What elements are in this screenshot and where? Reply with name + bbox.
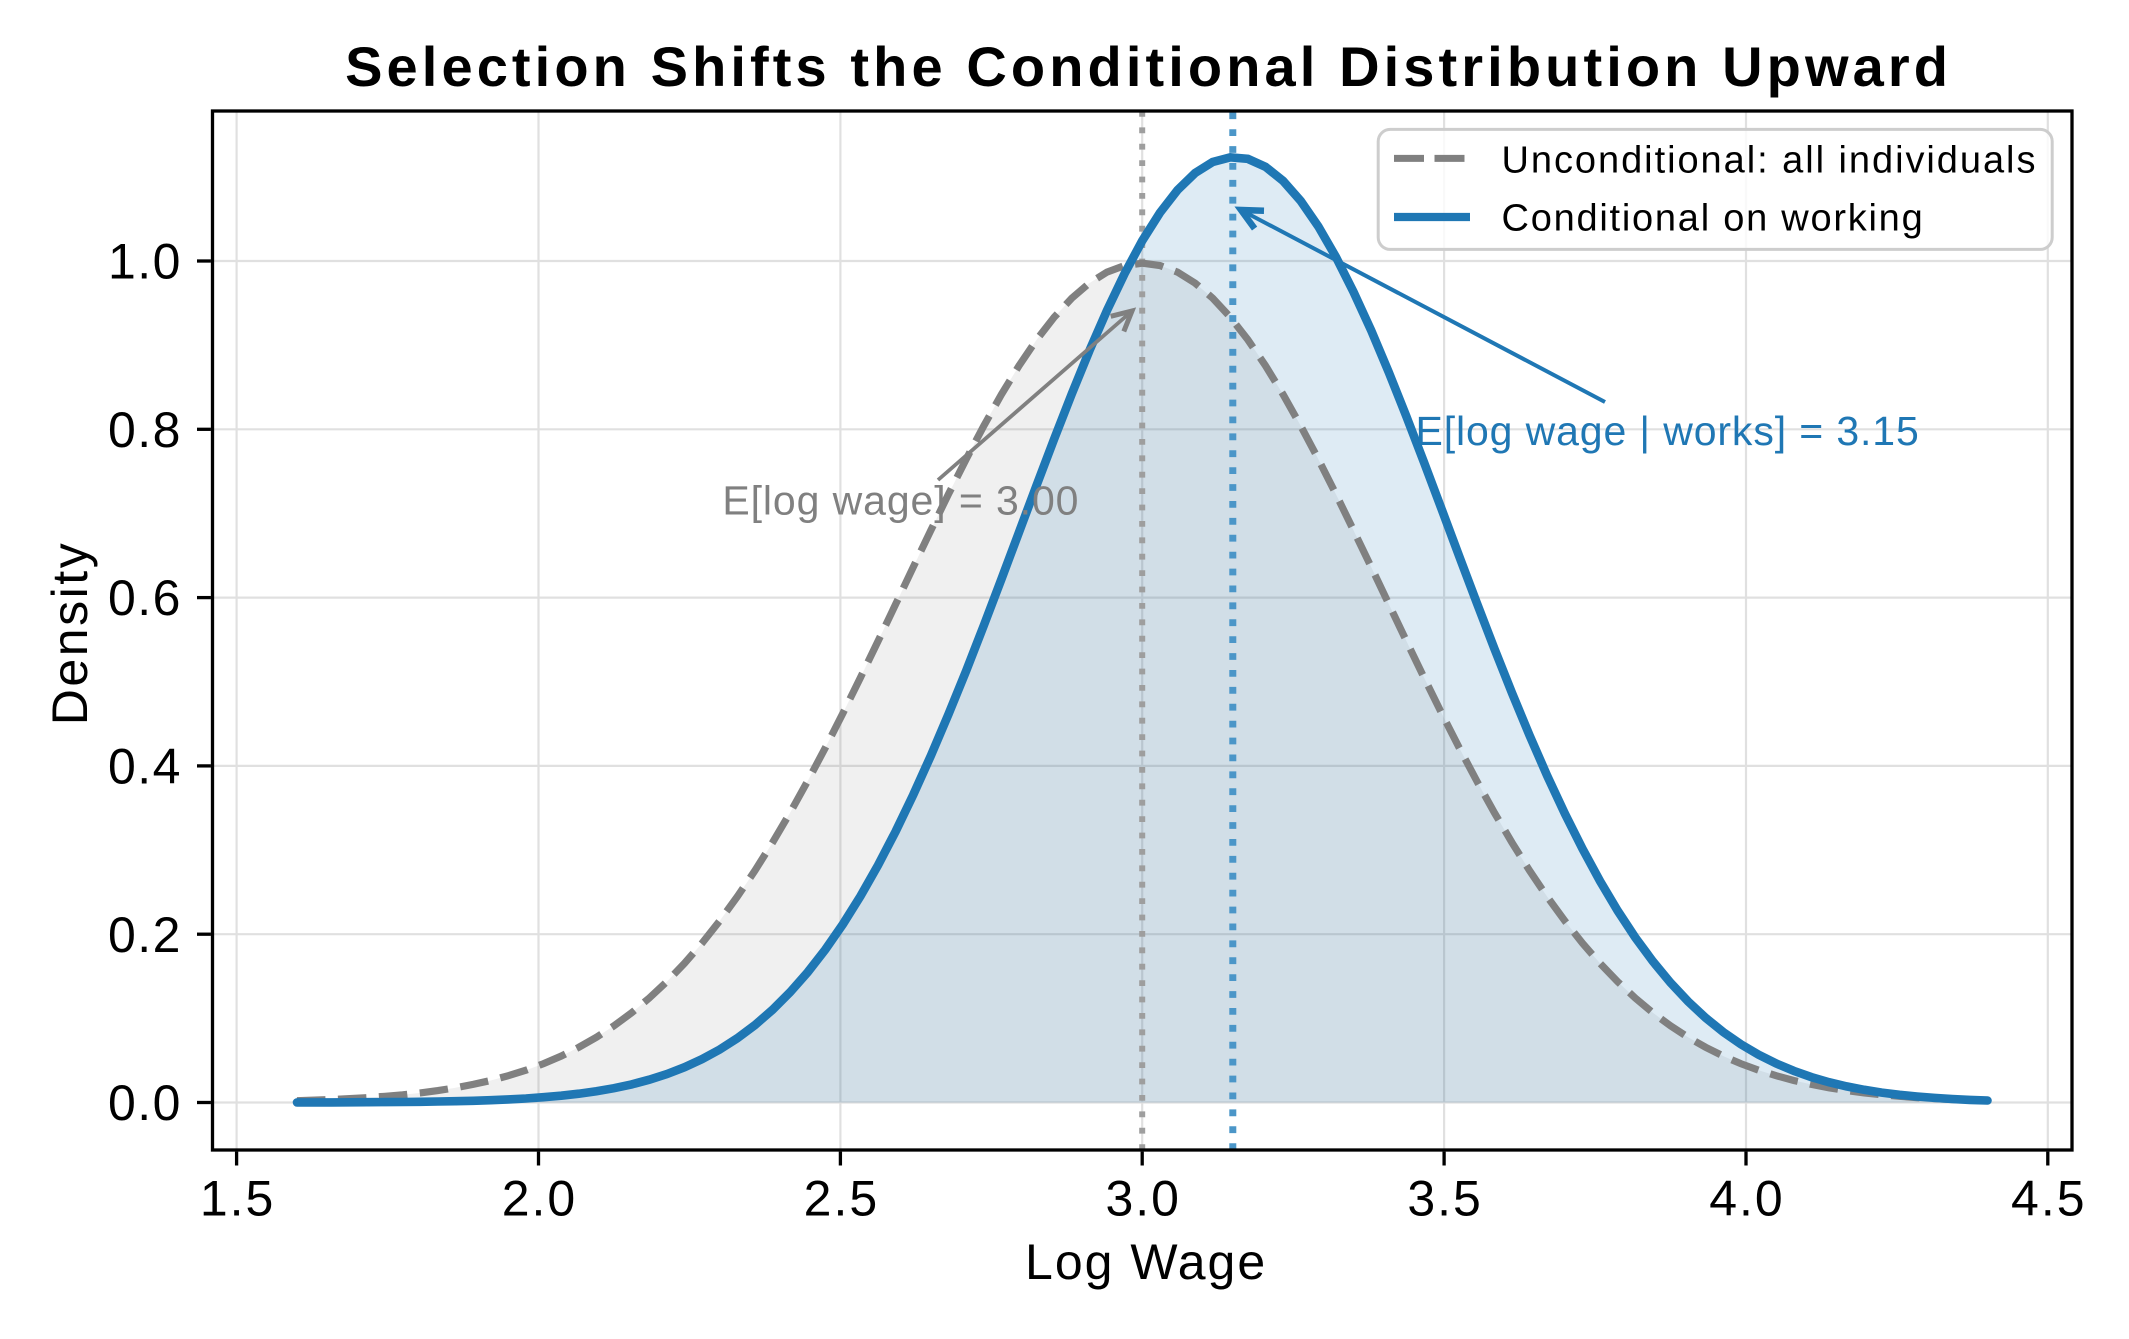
svg-text:0.4: 0.4 [108,739,182,795]
svg-text:Selection Shifts the Condition: Selection Shifts the Conditional Distrib… [345,35,1952,98]
svg-text:0.6: 0.6 [108,570,182,626]
svg-text:E[log wage | works] = 3.15: E[log wage | works] = 3.15 [1416,408,1920,454]
svg-text:4.5: 4.5 [2011,1171,2087,1227]
svg-text:Density: Density [42,541,98,726]
svg-text:1.5: 1.5 [200,1171,276,1227]
svg-text:0.8: 0.8 [108,402,182,458]
svg-text:2.0: 2.0 [502,1171,578,1227]
svg-text:1.0: 1.0 [108,234,182,290]
svg-text:3.0: 3.0 [1105,1171,1181,1227]
svg-text:3.5: 3.5 [1407,1171,1483,1227]
svg-text:Log Wage: Log Wage [1025,1234,1267,1290]
svg-text:0.2: 0.2 [108,907,182,963]
svg-text:2.5: 2.5 [804,1171,880,1227]
svg-text:0.0: 0.0 [108,1075,182,1131]
svg-text:E[log wage] = 3.00: E[log wage] = 3.00 [722,478,1079,524]
svg-text:Unconditional: all individuals: Unconditional: all individuals [1502,139,2038,181]
svg-text:Conditional on working: Conditional on working [1502,197,1925,239]
svg-text:4.0: 4.0 [1709,1171,1785,1227]
